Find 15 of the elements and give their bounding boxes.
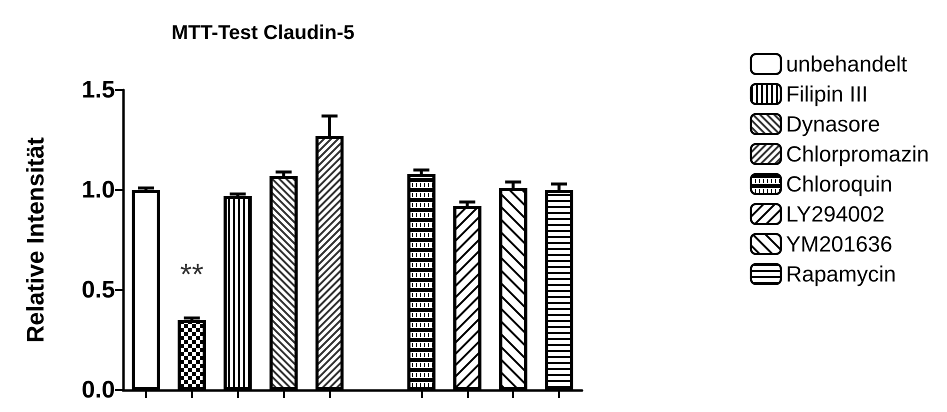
annotation: ** <box>180 258 204 292</box>
y-tick-label: 0.5 <box>82 276 115 304</box>
y-tick-label: 1.0 <box>82 176 115 204</box>
legend-label: YM201636 <box>786 232 892 256</box>
legend-label: Chloroquin <box>786 172 892 196</box>
legend-label: Rapamycin <box>786 262 896 286</box>
legend-label: Chlorpromazin <box>786 142 930 166</box>
legend-label: Filipin III <box>786 82 868 106</box>
y-axis-title: Relative Intensität <box>22 137 50 343</box>
legend-label: Dynasore <box>786 112 880 136</box>
y-tick-label: 0.0 <box>82 376 115 404</box>
y-tick-label: 1.5 <box>82 76 115 104</box>
chart-title: MTT-Test Claudin-5 <box>172 22 354 44</box>
legend-label: LY294002 <box>786 202 885 226</box>
legend-label: unbehandelt <box>786 52 908 76</box>
